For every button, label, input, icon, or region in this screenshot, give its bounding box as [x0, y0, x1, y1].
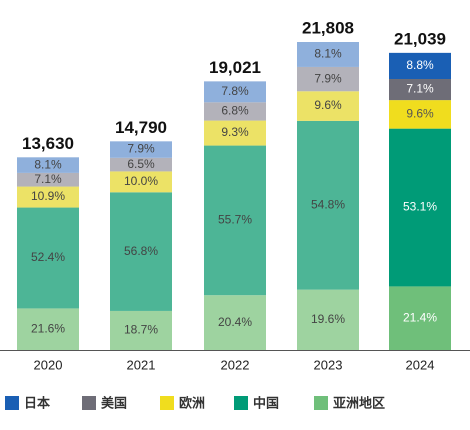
segment-label: 10.9%	[31, 189, 65, 203]
bar-segment	[110, 192, 172, 311]
bar-segment	[110, 171, 172, 193]
segment-label: 6.8%	[221, 104, 249, 118]
x-tick-label: 2020	[34, 357, 63, 372]
bar-segment	[17, 172, 79, 187]
bar-segment	[17, 157, 79, 173]
bar-segment	[297, 66, 359, 92]
legend-label: 欧洲	[179, 395, 205, 410]
segment-label: 20.4%	[218, 315, 252, 329]
segment-label: 9.3%	[221, 125, 249, 139]
segment-label: 8.1%	[34, 157, 62, 171]
bar-segment	[297, 120, 359, 290]
total-label: 13,630	[22, 134, 74, 153]
bar-segment	[17, 308, 79, 350]
segment-label: 9.6%	[314, 98, 342, 112]
segment-label: 7.1%	[406, 82, 434, 96]
bar-segment	[110, 157, 172, 172]
segment-label: 21.6%	[31, 321, 65, 335]
x-tick-label: 2023	[314, 357, 343, 372]
bar-segment	[204, 81, 266, 103]
bar-segment	[389, 79, 451, 101]
legend-swatch	[5, 396, 19, 410]
x-tick-label: 2021	[127, 357, 156, 372]
segment-label: 7.9%	[314, 71, 342, 85]
segment-label: 10.0%	[124, 174, 158, 188]
segment-label: 8.1%	[314, 47, 342, 61]
legend-swatch	[314, 396, 328, 410]
segment-label: 7.8%	[221, 84, 249, 98]
legend-label: 亚洲地区	[333, 395, 385, 410]
legend-label: 美国	[101, 395, 127, 410]
segment-label: 7.1%	[34, 172, 62, 186]
x-tick-label: 2022	[221, 357, 250, 372]
bar-segment	[204, 295, 266, 350]
segment-label: 55.7%	[218, 213, 252, 227]
bar-segment	[17, 186, 79, 208]
bar-segment	[204, 145, 266, 296]
bar-segment	[389, 100, 451, 129]
bar-segment	[110, 141, 172, 158]
segment-label: 21.4%	[403, 310, 437, 324]
bar-segment	[389, 52, 451, 80]
segment-label: 18.7%	[124, 323, 158, 337]
segment-label: 8.8%	[406, 58, 434, 72]
total-label: 19,021	[209, 58, 261, 77]
segment-label: 56.8%	[124, 244, 158, 258]
total-label: 14,790	[115, 118, 167, 137]
total-label: 21,039	[394, 29, 446, 48]
legend-swatch	[82, 396, 96, 410]
total-label: 21,808	[302, 18, 354, 37]
segment-label: 7.9%	[127, 142, 155, 156]
bar-segment	[17, 207, 79, 309]
bar-segment	[297, 289, 359, 350]
x-tick-label: 2024	[406, 357, 435, 372]
bar-segment	[297, 91, 359, 121]
segment-label: 54.8%	[311, 197, 345, 211]
segment-label: 9.6%	[406, 107, 434, 121]
bar-segment	[297, 42, 359, 67]
legend-label: 日本	[24, 395, 50, 410]
bar-segment	[389, 286, 451, 350]
legend-swatch	[160, 396, 174, 410]
bar-segment	[204, 102, 266, 121]
segment-label: 52.4%	[31, 250, 65, 264]
legend-label: 中国	[253, 395, 279, 410]
legend-swatch	[234, 396, 248, 410]
bar-segment	[389, 128, 451, 287]
bar-segment	[204, 120, 266, 146]
segment-label: 6.5%	[127, 157, 155, 171]
segment-label: 19.6%	[311, 312, 345, 326]
bar-segment	[110, 310, 172, 350]
segment-label: 53.1%	[403, 200, 437, 214]
